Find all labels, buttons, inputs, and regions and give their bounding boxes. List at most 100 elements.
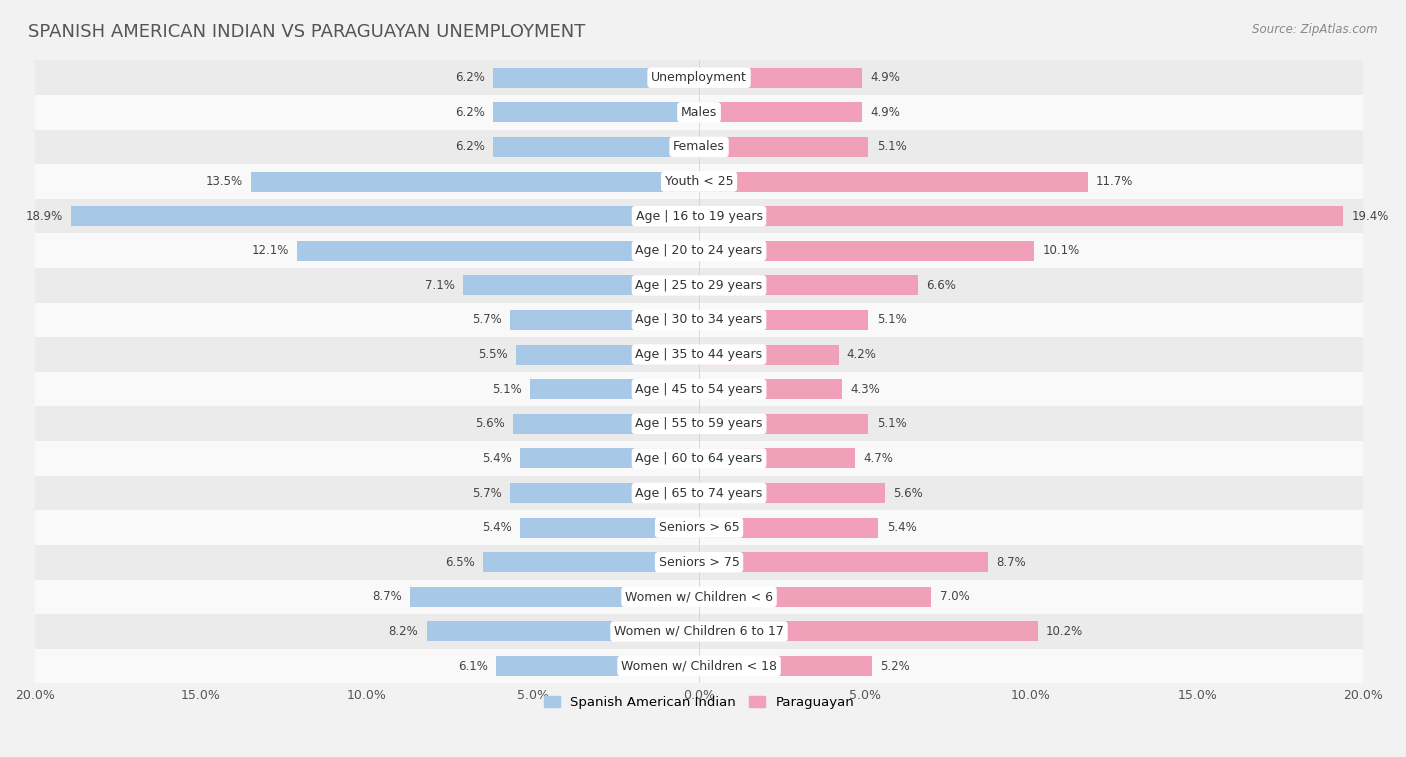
Text: Age | 65 to 74 years: Age | 65 to 74 years xyxy=(636,487,762,500)
Bar xyxy=(530,379,699,399)
Text: 11.7%: 11.7% xyxy=(1095,175,1133,188)
Bar xyxy=(510,483,699,503)
Text: Age | 16 to 19 years: Age | 16 to 19 years xyxy=(636,210,762,223)
Text: 6.5%: 6.5% xyxy=(446,556,475,569)
Text: Seniors > 65: Seniors > 65 xyxy=(658,521,740,534)
Bar xyxy=(699,621,1038,641)
Text: Women w/ Children 6 to 17: Women w/ Children 6 to 17 xyxy=(614,625,785,638)
Bar xyxy=(496,656,699,676)
Bar xyxy=(35,164,1364,199)
Bar xyxy=(494,137,699,157)
Text: Age | 25 to 29 years: Age | 25 to 29 years xyxy=(636,279,762,292)
Text: Age | 35 to 44 years: Age | 35 to 44 years xyxy=(636,348,762,361)
Text: Age | 45 to 54 years: Age | 45 to 54 years xyxy=(636,383,762,396)
Bar xyxy=(513,414,699,434)
Text: Youth < 25: Youth < 25 xyxy=(665,175,734,188)
Text: 5.1%: 5.1% xyxy=(877,141,907,154)
Legend: Spanish American Indian, Paraguayan: Spanish American Indian, Paraguayan xyxy=(538,690,859,714)
Bar xyxy=(35,268,1364,303)
Bar xyxy=(699,310,869,330)
Bar xyxy=(35,303,1364,338)
Text: 6.2%: 6.2% xyxy=(456,106,485,119)
Text: Source: ZipAtlas.com: Source: ZipAtlas.com xyxy=(1253,23,1378,36)
Bar xyxy=(699,483,884,503)
Bar xyxy=(427,621,699,641)
Text: 5.5%: 5.5% xyxy=(478,348,508,361)
Text: 4.9%: 4.9% xyxy=(870,106,900,119)
Text: 4.7%: 4.7% xyxy=(863,452,893,465)
Bar xyxy=(35,510,1364,545)
Bar xyxy=(699,67,862,88)
Bar xyxy=(35,475,1364,510)
Bar xyxy=(35,95,1364,129)
Text: 6.1%: 6.1% xyxy=(458,659,488,672)
Text: 4.2%: 4.2% xyxy=(846,348,877,361)
Text: 13.5%: 13.5% xyxy=(205,175,242,188)
Text: 12.1%: 12.1% xyxy=(252,245,290,257)
Bar xyxy=(699,587,932,607)
Text: 8.7%: 8.7% xyxy=(997,556,1026,569)
Text: 6.2%: 6.2% xyxy=(456,141,485,154)
Text: 18.9%: 18.9% xyxy=(25,210,63,223)
Text: Age | 55 to 59 years: Age | 55 to 59 years xyxy=(636,417,762,430)
Bar xyxy=(35,580,1364,614)
Text: Females: Females xyxy=(673,141,725,154)
Text: 10.2%: 10.2% xyxy=(1046,625,1083,638)
Text: Women w/ Children < 6: Women w/ Children < 6 xyxy=(626,590,773,603)
Bar xyxy=(699,102,862,123)
Text: Seniors > 75: Seniors > 75 xyxy=(658,556,740,569)
Bar xyxy=(520,518,699,537)
Bar xyxy=(35,233,1364,268)
Text: Males: Males xyxy=(681,106,717,119)
Bar xyxy=(35,441,1364,475)
Bar xyxy=(699,656,872,676)
Text: 7.1%: 7.1% xyxy=(425,279,456,292)
Bar xyxy=(35,649,1364,684)
Bar xyxy=(494,67,699,88)
Text: 5.1%: 5.1% xyxy=(877,417,907,430)
Bar xyxy=(484,552,699,572)
Text: 5.6%: 5.6% xyxy=(893,487,924,500)
Bar xyxy=(699,241,1035,261)
Bar xyxy=(464,276,699,295)
Bar xyxy=(510,310,699,330)
Bar xyxy=(699,172,1088,192)
Bar xyxy=(35,614,1364,649)
Text: 5.2%: 5.2% xyxy=(880,659,910,672)
Bar xyxy=(35,372,1364,407)
Text: 5.6%: 5.6% xyxy=(475,417,505,430)
Bar xyxy=(35,129,1364,164)
Bar xyxy=(699,206,1343,226)
Bar xyxy=(411,587,699,607)
Text: 7.0%: 7.0% xyxy=(939,590,970,603)
Text: 5.1%: 5.1% xyxy=(877,313,907,326)
Text: Women w/ Children < 18: Women w/ Children < 18 xyxy=(621,659,778,672)
Bar xyxy=(35,545,1364,580)
Bar xyxy=(516,344,699,365)
Text: 8.7%: 8.7% xyxy=(373,590,402,603)
Text: Age | 20 to 24 years: Age | 20 to 24 years xyxy=(636,245,762,257)
Text: Age | 60 to 64 years: Age | 60 to 64 years xyxy=(636,452,762,465)
Bar xyxy=(699,137,869,157)
Bar xyxy=(35,61,1364,95)
Text: SPANISH AMERICAN INDIAN VS PARAGUAYAN UNEMPLOYMENT: SPANISH AMERICAN INDIAN VS PARAGUAYAN UN… xyxy=(28,23,585,41)
Text: 10.1%: 10.1% xyxy=(1043,245,1080,257)
Bar xyxy=(699,379,842,399)
Text: 5.7%: 5.7% xyxy=(472,313,502,326)
Text: 5.1%: 5.1% xyxy=(492,383,522,396)
Bar xyxy=(699,552,988,572)
Text: 8.2%: 8.2% xyxy=(388,625,419,638)
Bar xyxy=(494,102,699,123)
Bar xyxy=(699,414,869,434)
Text: 4.9%: 4.9% xyxy=(870,71,900,84)
Text: 4.3%: 4.3% xyxy=(851,383,880,396)
Text: 6.2%: 6.2% xyxy=(456,71,485,84)
Bar xyxy=(297,241,699,261)
Text: 19.4%: 19.4% xyxy=(1351,210,1389,223)
Bar xyxy=(250,172,699,192)
Text: 5.4%: 5.4% xyxy=(482,452,512,465)
Bar xyxy=(35,407,1364,441)
Bar xyxy=(699,276,918,295)
Text: 5.4%: 5.4% xyxy=(482,521,512,534)
Text: Age | 30 to 34 years: Age | 30 to 34 years xyxy=(636,313,762,326)
